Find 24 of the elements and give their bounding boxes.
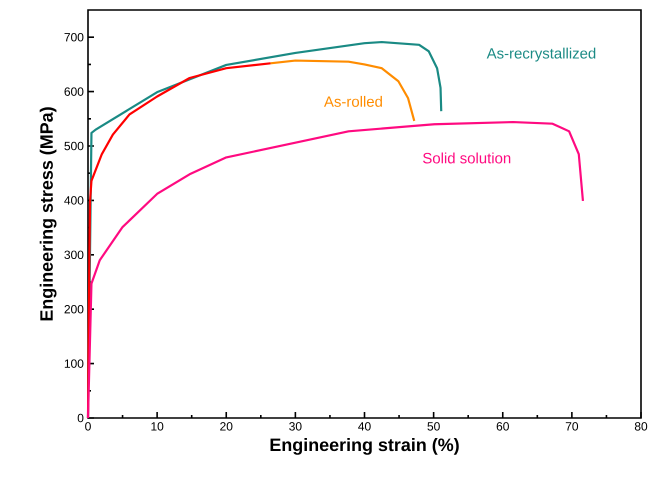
x-tick-label: 40 <box>358 422 371 431</box>
y-axis-title: Engineering stress (MPa) <box>40 107 56 320</box>
x-tick-label: 50 <box>427 422 440 431</box>
x-tick-label: 80 <box>634 422 648 431</box>
y-tick-label: 600 <box>64 87 84 96</box>
y-tick-label: 100 <box>64 359 84 368</box>
text: As-recrystallized <box>486 48 596 62</box>
series-label: Solid solution <box>423 152 510 164</box>
x-axis-title: Engineering strain (%) <box>270 438 459 455</box>
y-tick-label: 300 <box>64 250 84 260</box>
y-tick-label: 400 <box>64 196 84 205</box>
y-tick-label: 500 <box>64 142 84 150</box>
y-tick-label: 700 <box>64 32 84 42</box>
x-tick-label: 60 <box>496 422 509 431</box>
y-tick-label: 200 <box>64 304 84 314</box>
x-tick-label: 20 <box>220 422 232 431</box>
x-tick-label: 70 <box>566 422 578 431</box>
x-tick-label: 10 <box>151 422 164 431</box>
series-label: As-rolled <box>324 96 382 107</box>
x-tick-label: 30 <box>289 422 302 431</box>
line-series <box>86 120 584 420</box>
y-tick-label: 0 <box>78 414 84 422</box>
line-series <box>269 59 416 122</box>
x-tick-label: 0 <box>85 422 91 431</box>
